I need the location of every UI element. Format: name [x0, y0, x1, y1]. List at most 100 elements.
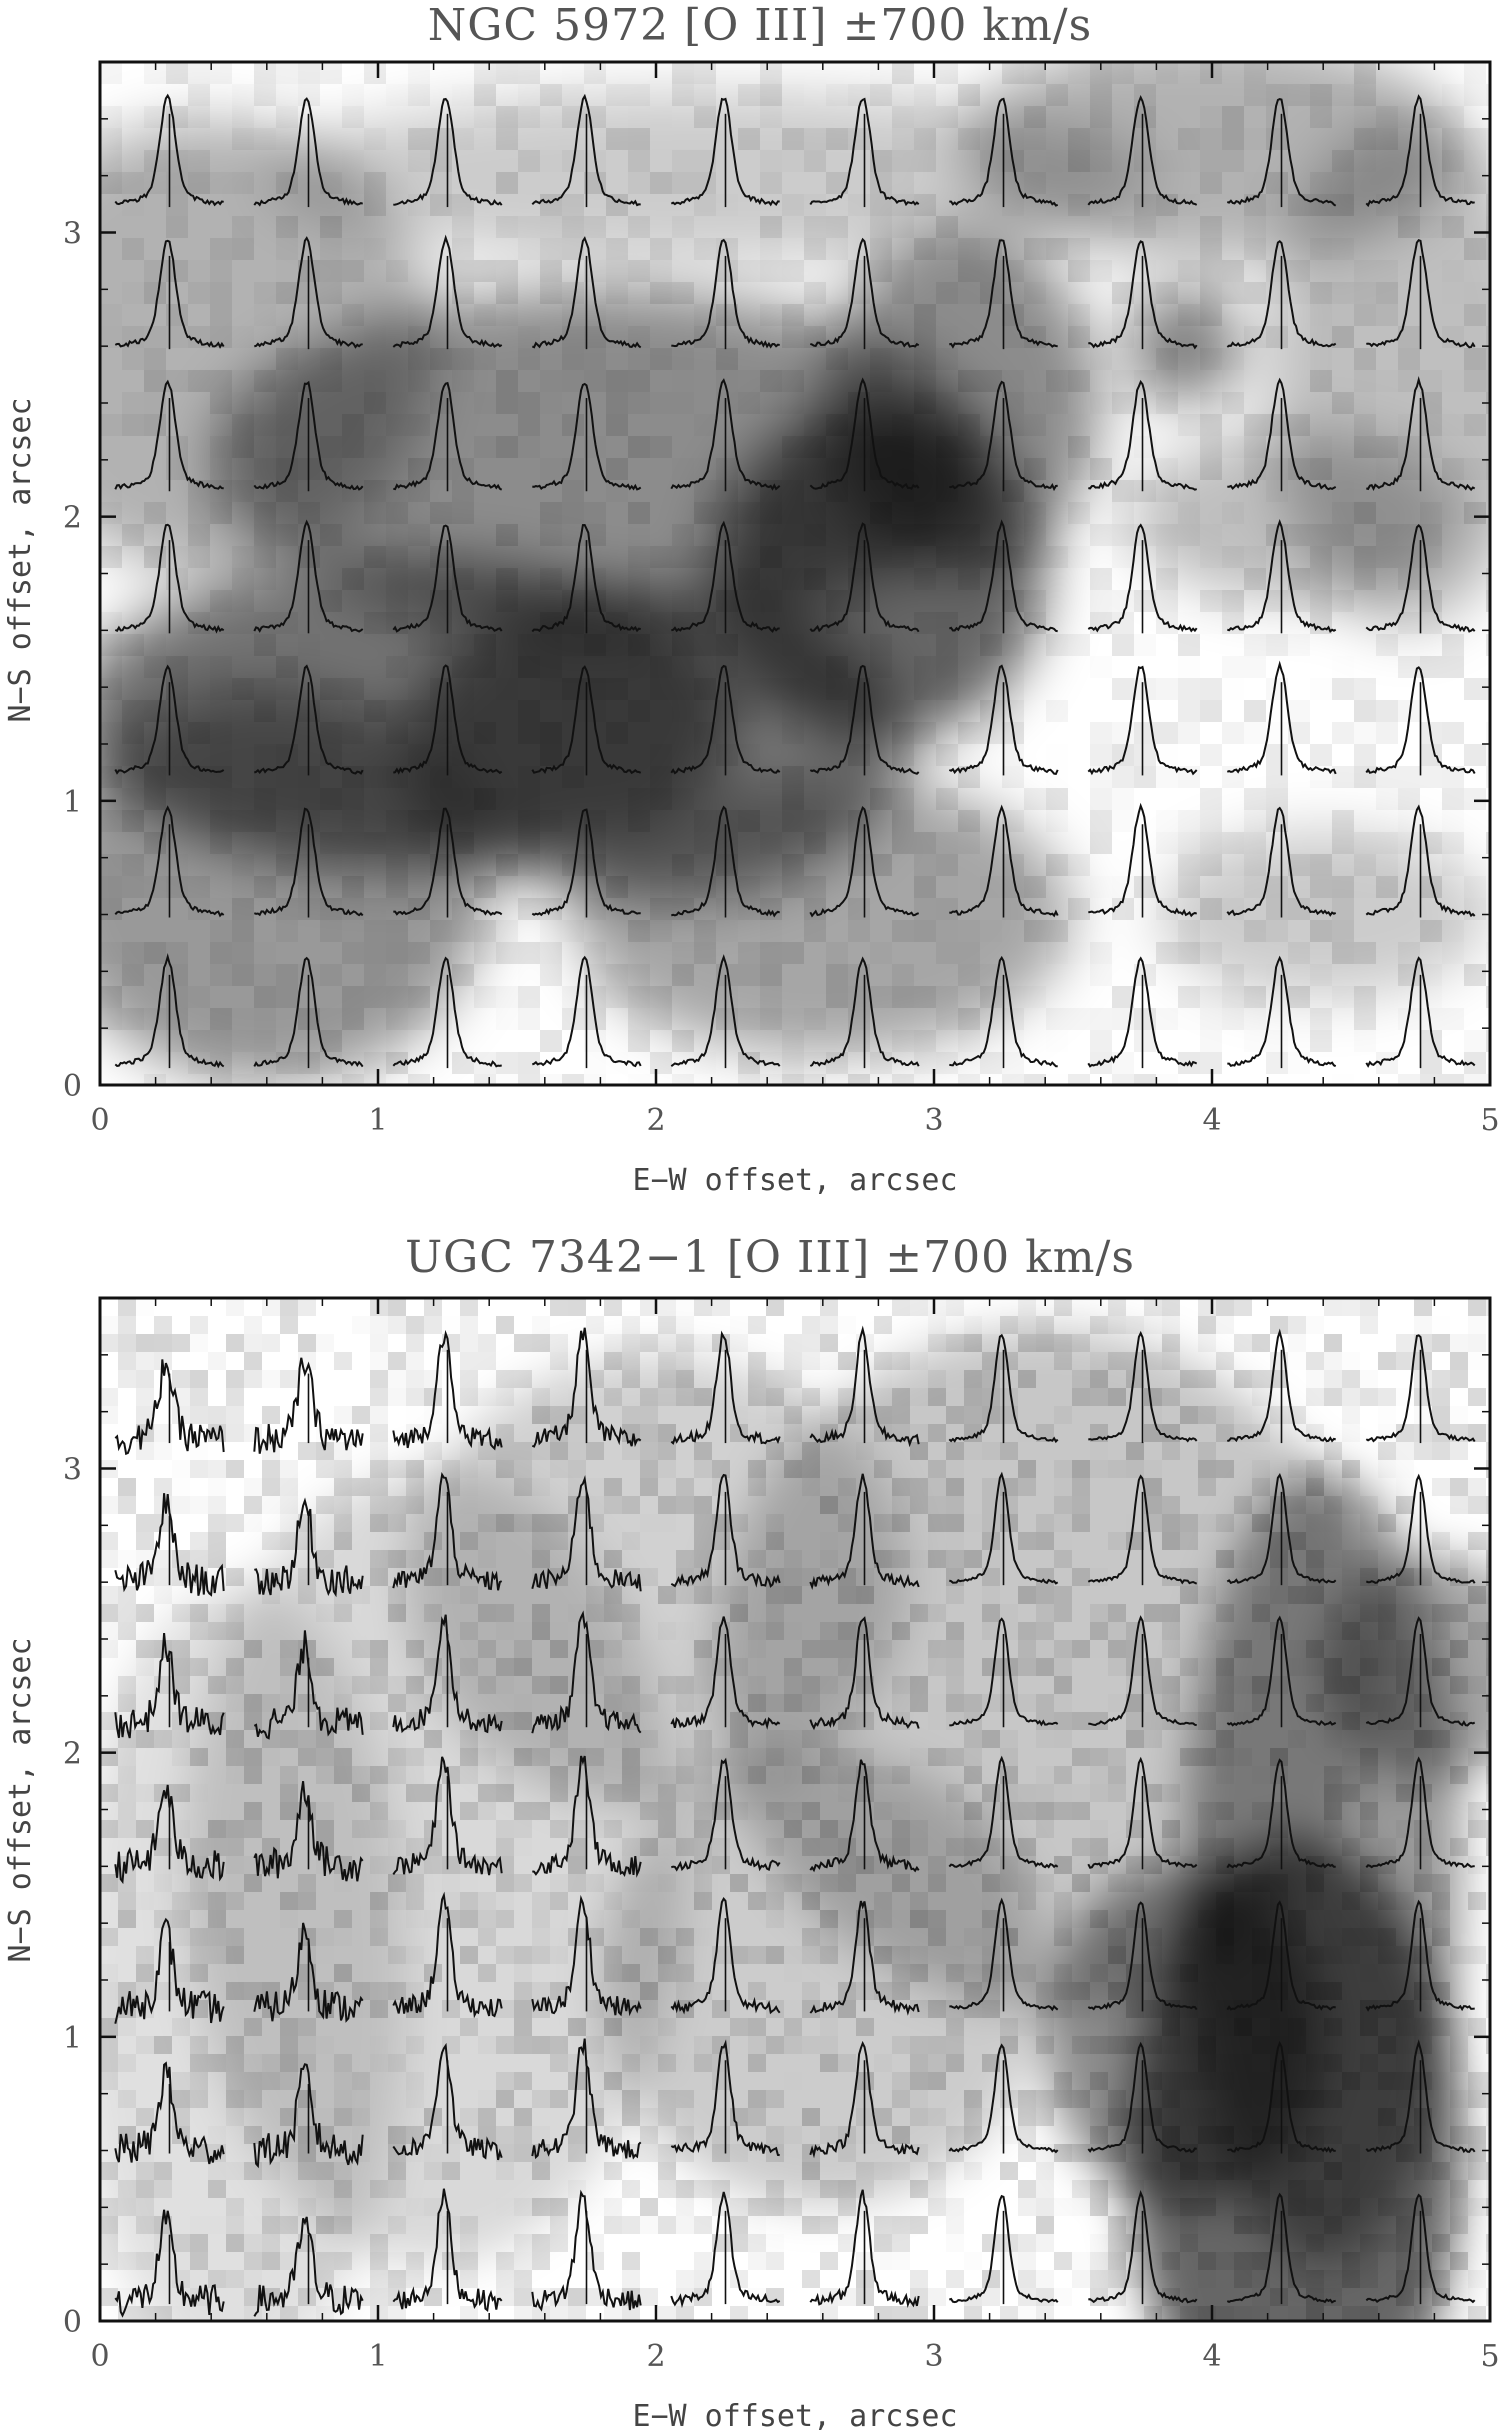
y-tick-label: 0 [63, 1069, 82, 1104]
spectrum-trace [393, 381, 503, 491]
x-tick-label: 5 [1480, 1103, 1499, 1138]
spectrum-trace [392, 524, 503, 633]
spectrum-trace [1365, 94, 1475, 208]
spectrum-trace [1088, 1615, 1197, 1727]
spectrum-trace [809, 522, 920, 633]
x-tick-label: 0 [90, 2339, 109, 2374]
spectrum-trace [949, 955, 1058, 1068]
spectrum-trace [1226, 240, 1337, 348]
spectrum-trace [392, 1329, 503, 1451]
spectrum-trace [949, 97, 1059, 207]
spectrum-trace [809, 956, 920, 1067]
y-tick-label: 0 [63, 2305, 82, 2340]
x-tick-label: 4 [1202, 2339, 1221, 2374]
spectrum-trace [531, 1610, 642, 1734]
spectrum-trace [1226, 1615, 1337, 1727]
spectrum-trace [809, 97, 920, 207]
spectrum-trace [948, 1333, 1059, 1444]
spectrum-trace [253, 2063, 364, 2169]
spectrum-trace [949, 1617, 1059, 1727]
spectrum-trace [393, 97, 503, 206]
spectrum-trace [670, 954, 781, 1067]
spectrum-trace [949, 1897, 1059, 2012]
panel2-ticks: 0 1 2 3 4 5 0 1 2 3 [63, 1297, 1500, 2374]
spectrum-trace [1227, 377, 1337, 491]
spectrum-trace [253, 519, 364, 633]
panel2-spectra [114, 1325, 1476, 2318]
spectrum-trace [531, 523, 641, 633]
x-tick-label: 2 [646, 1103, 665, 1138]
x-tick-label: 0 [90, 1103, 109, 1138]
panel1-spectra [114, 93, 1476, 1069]
spectrum-trace [531, 1475, 642, 1592]
spectrum-trace [1366, 238, 1476, 349]
spectrum-trace [809, 664, 920, 775]
spectrum-trace [531, 93, 641, 207]
spectrum-trace [392, 1756, 503, 1876]
spectrum-trace [1227, 955, 1337, 1068]
spectrum-trace [949, 239, 1058, 349]
y-tick-label: 2 [63, 1737, 82, 1772]
y-tick-label: 1 [63, 2021, 82, 2056]
spectrum-trace [948, 1755, 1059, 1869]
spectrum-trace [670, 1897, 781, 2015]
spectrum-trace [1226, 660, 1337, 775]
spectrum-trace [1226, 806, 1337, 917]
panel1-ylabel: N−S offset, arcsec [3, 397, 38, 722]
spectrum-trace [253, 664, 364, 775]
spectrum-trace [948, 2043, 1059, 2154]
spectrum-trace [114, 1633, 225, 1739]
spectrum-trace [1365, 2193, 1476, 2304]
spectrum-trace [948, 2194, 1059, 2304]
spectrum-trace [670, 805, 781, 918]
spectrum-trace [1088, 2190, 1198, 2304]
x-tick-label: 3 [924, 1103, 943, 1138]
spectrum-trace [114, 239, 225, 349]
spectrum-trace [670, 1616, 781, 1730]
x-tick-label: 3 [924, 2339, 943, 2374]
spectrum-trace [253, 1357, 364, 1454]
spectrum-trace [1088, 1330, 1198, 1443]
y-tick-label: 2 [63, 501, 82, 536]
spectrum-trace [253, 1781, 364, 1882]
spectrum-trace [531, 1894, 642, 2017]
spectrum-trace [114, 1493, 225, 1597]
spectrum-trace [1365, 956, 1476, 1068]
spectrum-trace [809, 2189, 920, 2309]
spectrum-trace [253, 956, 364, 1068]
x-tick-label: 5 [1480, 2339, 1499, 2374]
spectrum-trace [114, 664, 225, 775]
panel1-image [100, 62, 1490, 1085]
spectrum-trace [393, 807, 503, 916]
spectrum-trace [114, 1917, 225, 2024]
spectrum-trace [1087, 956, 1198, 1068]
spectrum-trace [1087, 1901, 1198, 2011]
spectrum-trace [114, 953, 225, 1069]
spectrum-trace [670, 97, 780, 207]
spectrum-trace [532, 382, 642, 491]
spectrum-trace [670, 2039, 780, 2157]
spectrum-trace [253, 807, 364, 917]
spectrum-trace [254, 236, 363, 349]
spectrum-trace [809, 1900, 920, 2016]
panel2-image [100, 1298, 1490, 2321]
spectrum-trace [1088, 240, 1198, 350]
spectrum-trace [114, 93, 224, 207]
spectrum-trace [1227, 1328, 1336, 1443]
spectrum-trace [809, 237, 920, 348]
spectrum-trace [1365, 1616, 1476, 1727]
spectrum-trace [253, 1922, 364, 2023]
spectrum-trace [809, 2040, 920, 2159]
spectrum-trace [809, 1759, 920, 1873]
panel1-intensity-map [100, 62, 1490, 1085]
spectrum-trace [392, 234, 503, 349]
spectrum-trace [809, 805, 920, 918]
spectrum-trace [1088, 802, 1198, 918]
spectrum-trace [809, 377, 920, 490]
spectrum-trace [1087, 1474, 1198, 1585]
spectrum-trace [671, 238, 780, 349]
y-tick-label: 3 [63, 217, 82, 252]
spectrum-trace [670, 1330, 781, 1445]
spectrum-trace [114, 379, 224, 490]
x-tick-label: 1 [368, 1103, 387, 1138]
